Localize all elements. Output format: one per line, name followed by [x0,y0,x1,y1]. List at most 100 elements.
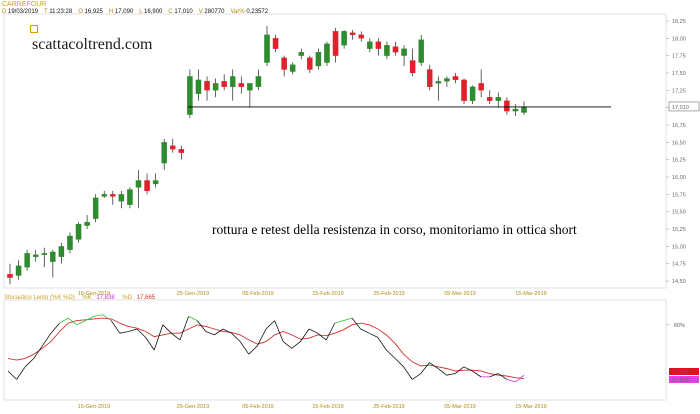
candle-body [50,251,56,262]
price-tick-label: 14,50 [672,279,686,285]
header-field-key: T [44,9,50,15]
header-field-value: 280770 [204,9,225,15]
candle-body [118,194,125,202]
candle-body [469,86,476,101]
candle-body [264,34,270,63]
chart-annotation: rottura e retest della resistenza in cor… [212,222,577,237]
candle-body [101,194,107,197]
candle-body [212,83,219,91]
candle-body [75,224,82,240]
candle-body [486,97,493,101]
oscillator-panel-frame [3,299,667,401]
candle-body [512,108,519,112]
candle-body [152,180,159,185]
pct-k-segment [282,341,293,349]
pct-k-segment [102,314,112,321]
candle-body [461,79,467,101]
candle-body [24,253,30,268]
pct-k-segment [394,358,404,368]
pct-k-segment [24,358,35,368]
price-x-tick-label: 05-Mar-2019 [444,291,476,297]
candle-body [384,45,390,56]
pct-k-segment [317,332,327,341]
candle-body [418,39,424,63]
candle-body [367,41,373,49]
pct-k-segment [265,320,275,330]
pct-k-segment [308,328,318,334]
candle-body [178,149,185,153]
candle-body [427,69,433,87]
pct-k-segment [515,374,525,383]
pct-k-segment [196,320,207,332]
candle-body [238,83,245,87]
pct-k-segment [325,322,336,341]
candle-body [478,83,484,91]
pct-k-segment [214,328,224,336]
candle-body [452,76,459,81]
pct-k-segment [489,373,499,378]
candle-body [435,81,442,84]
candle-body [229,76,236,87]
oscillator-x-tick-label: 15-Gen-2019 [78,404,110,410]
price-x-tick-label: 15-Mar-2019 [515,291,547,297]
pct-k-segment [67,317,78,326]
header-field-value: 17,010 [174,9,193,15]
candle-body [41,253,48,255]
price-tick-label: 14,75 [672,262,686,268]
candle-body [332,31,339,56]
candle-body [358,34,364,39]
pct-k-segment [16,366,26,380]
header-field-key: H [108,9,115,15]
price-tick-label: 15,25 [672,227,686,233]
oscillator-title: Stocastico Lento (%K %D) [4,295,75,301]
pct-k-segment [257,328,267,346]
pct-k-value-box [669,376,699,383]
price-tick-label: 15,50 [672,210,686,216]
pct-k-segment [7,370,17,380]
price-x-tick-label: 25-Feb-2019 [373,291,405,297]
candle-body [401,48,407,56]
pct-k-segment [136,328,146,338]
pct-k-segment [145,337,155,351]
candle-body [170,145,176,150]
price-tick-label: 16,75 [672,123,686,129]
brand-marker [30,25,38,33]
pct-k-segment [85,316,95,321]
pct-k-segment [188,316,198,321]
pct-k-segment [429,362,439,369]
candle-body [161,142,167,164]
price-x-tick-label: 05-Feb-2019 [242,291,274,297]
candle-body [444,78,450,82]
candle-body [221,81,227,87]
header-field-key: L [139,9,145,15]
pct-k-segment [463,366,473,372]
price-tick-label: 18,25 [672,19,686,25]
candle-body [144,180,150,192]
price-x-tick-label: 25-Gen-2019 [177,291,209,297]
pct-k-segment [110,320,121,334]
price-tick-label: 15,75 [672,192,686,198]
pct-k-segment [93,314,103,317]
pct-k-segment [472,370,482,378]
pct-k-segment [128,328,138,332]
candle-body [204,81,210,91]
header-field-value: 16,900 [144,9,163,15]
pct-k-key: %K [82,295,92,301]
pct-k-segment [222,328,232,334]
candle-body [307,57,313,70]
candle-body [315,52,322,67]
candle-body [324,43,330,63]
pct-k-segment [42,332,52,347]
candle-body [409,60,416,74]
pct-k-segment [300,328,310,342]
price-panel-frame [3,13,667,289]
pct-k-segment [506,379,516,383]
pct-k-segment [446,373,456,376]
pct-k-segment [239,341,250,355]
pct-k-segment [59,317,69,324]
candle-body [67,235,73,250]
pct-k-segment [76,320,86,326]
candle-body [110,194,116,197]
candle-body [195,79,202,94]
pct-k-segment [420,362,430,374]
